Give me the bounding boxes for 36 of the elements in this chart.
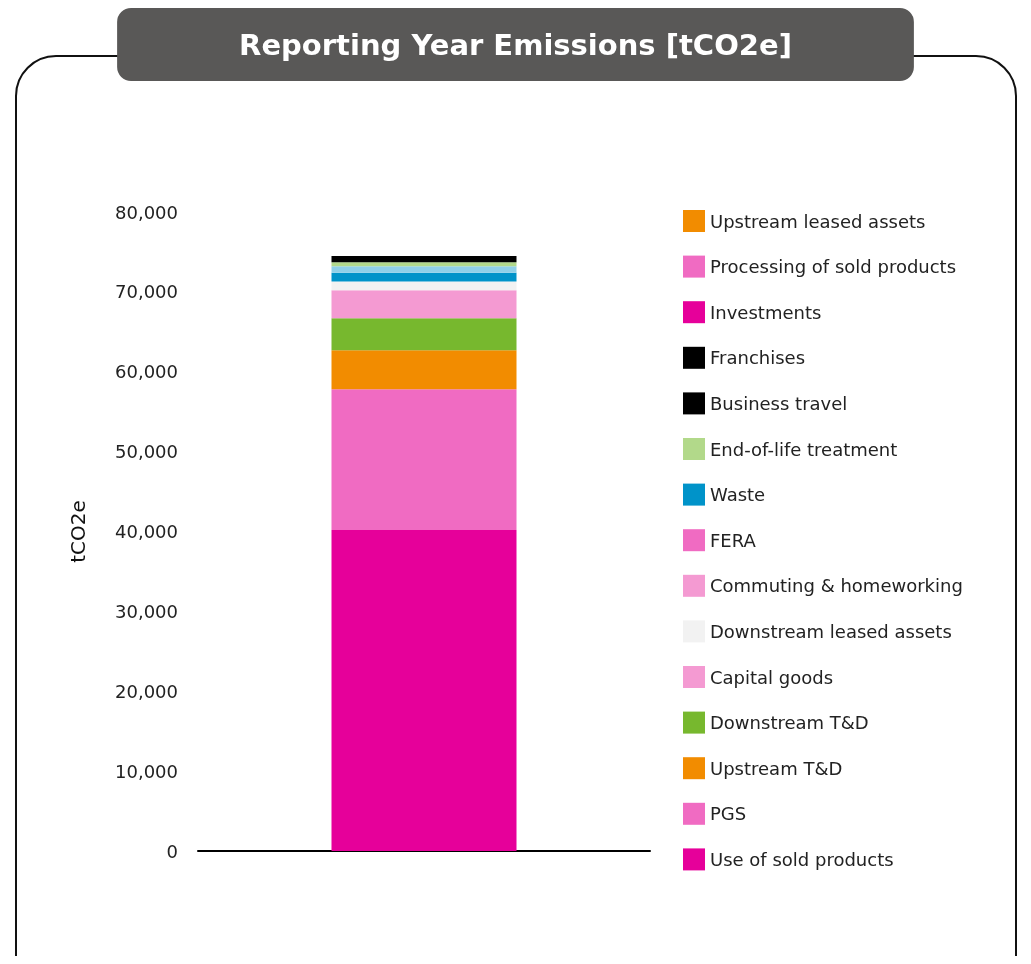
- y-tick-label: 0: [166, 840, 178, 862]
- legend-label: Franchises: [710, 347, 806, 369]
- y-tick-label: 80,000: [115, 201, 178, 223]
- y-tick-label: 40,000: [115, 521, 178, 542]
- legend-label: Commuting & homeworking: [710, 575, 963, 597]
- legend-label: Capital goods: [710, 666, 834, 688]
- y-tick-label: 60,000: [115, 361, 178, 383]
- bar: [331, 389, 517, 530]
- bar: [331, 350, 517, 390]
- y-tick-label: 70,000: [115, 281, 178, 303]
- y-tick-label: 30,000: [115, 600, 178, 622]
- legend-label: Use of sold products: [710, 848, 894, 870]
- legend-label: Upstream T&D: [710, 757, 843, 779]
- legend-label: Waste: [710, 484, 766, 506]
- bar: [331, 272, 517, 282]
- legend-label: Downstream T&D: [710, 712, 869, 734]
- legend-label: Downstream leased assets: [710, 620, 952, 642]
- bar: [331, 529, 517, 851]
- legend-label: End-of-life treatment: [710, 438, 898, 460]
- legend-label: FERA: [710, 529, 757, 551]
- bar: [331, 318, 517, 351]
- bar: [331, 255, 517, 263]
- legend-label: Business travel: [710, 392, 848, 414]
- bar: [331, 262, 517, 267]
- legend-label: Upstream leased assets: [710, 210, 926, 232]
- y-tick-label: 20,000: [115, 680, 178, 702]
- legend-label: PGS: [710, 803, 747, 825]
- legend-label: Processing of sold products: [710, 256, 957, 278]
- y-axis-title: tCO2e: [66, 500, 90, 563]
- chart-title: Reporting Year Emissions [tCO2e]: [239, 27, 792, 62]
- bar: [331, 281, 517, 291]
- y-tick-label: 50,000: [115, 441, 178, 463]
- bar: [331, 266, 517, 273]
- bar: [331, 290, 517, 319]
- legend-label: Investments: [710, 301, 822, 323]
- y-tick-label: 10,000: [115, 760, 178, 782]
